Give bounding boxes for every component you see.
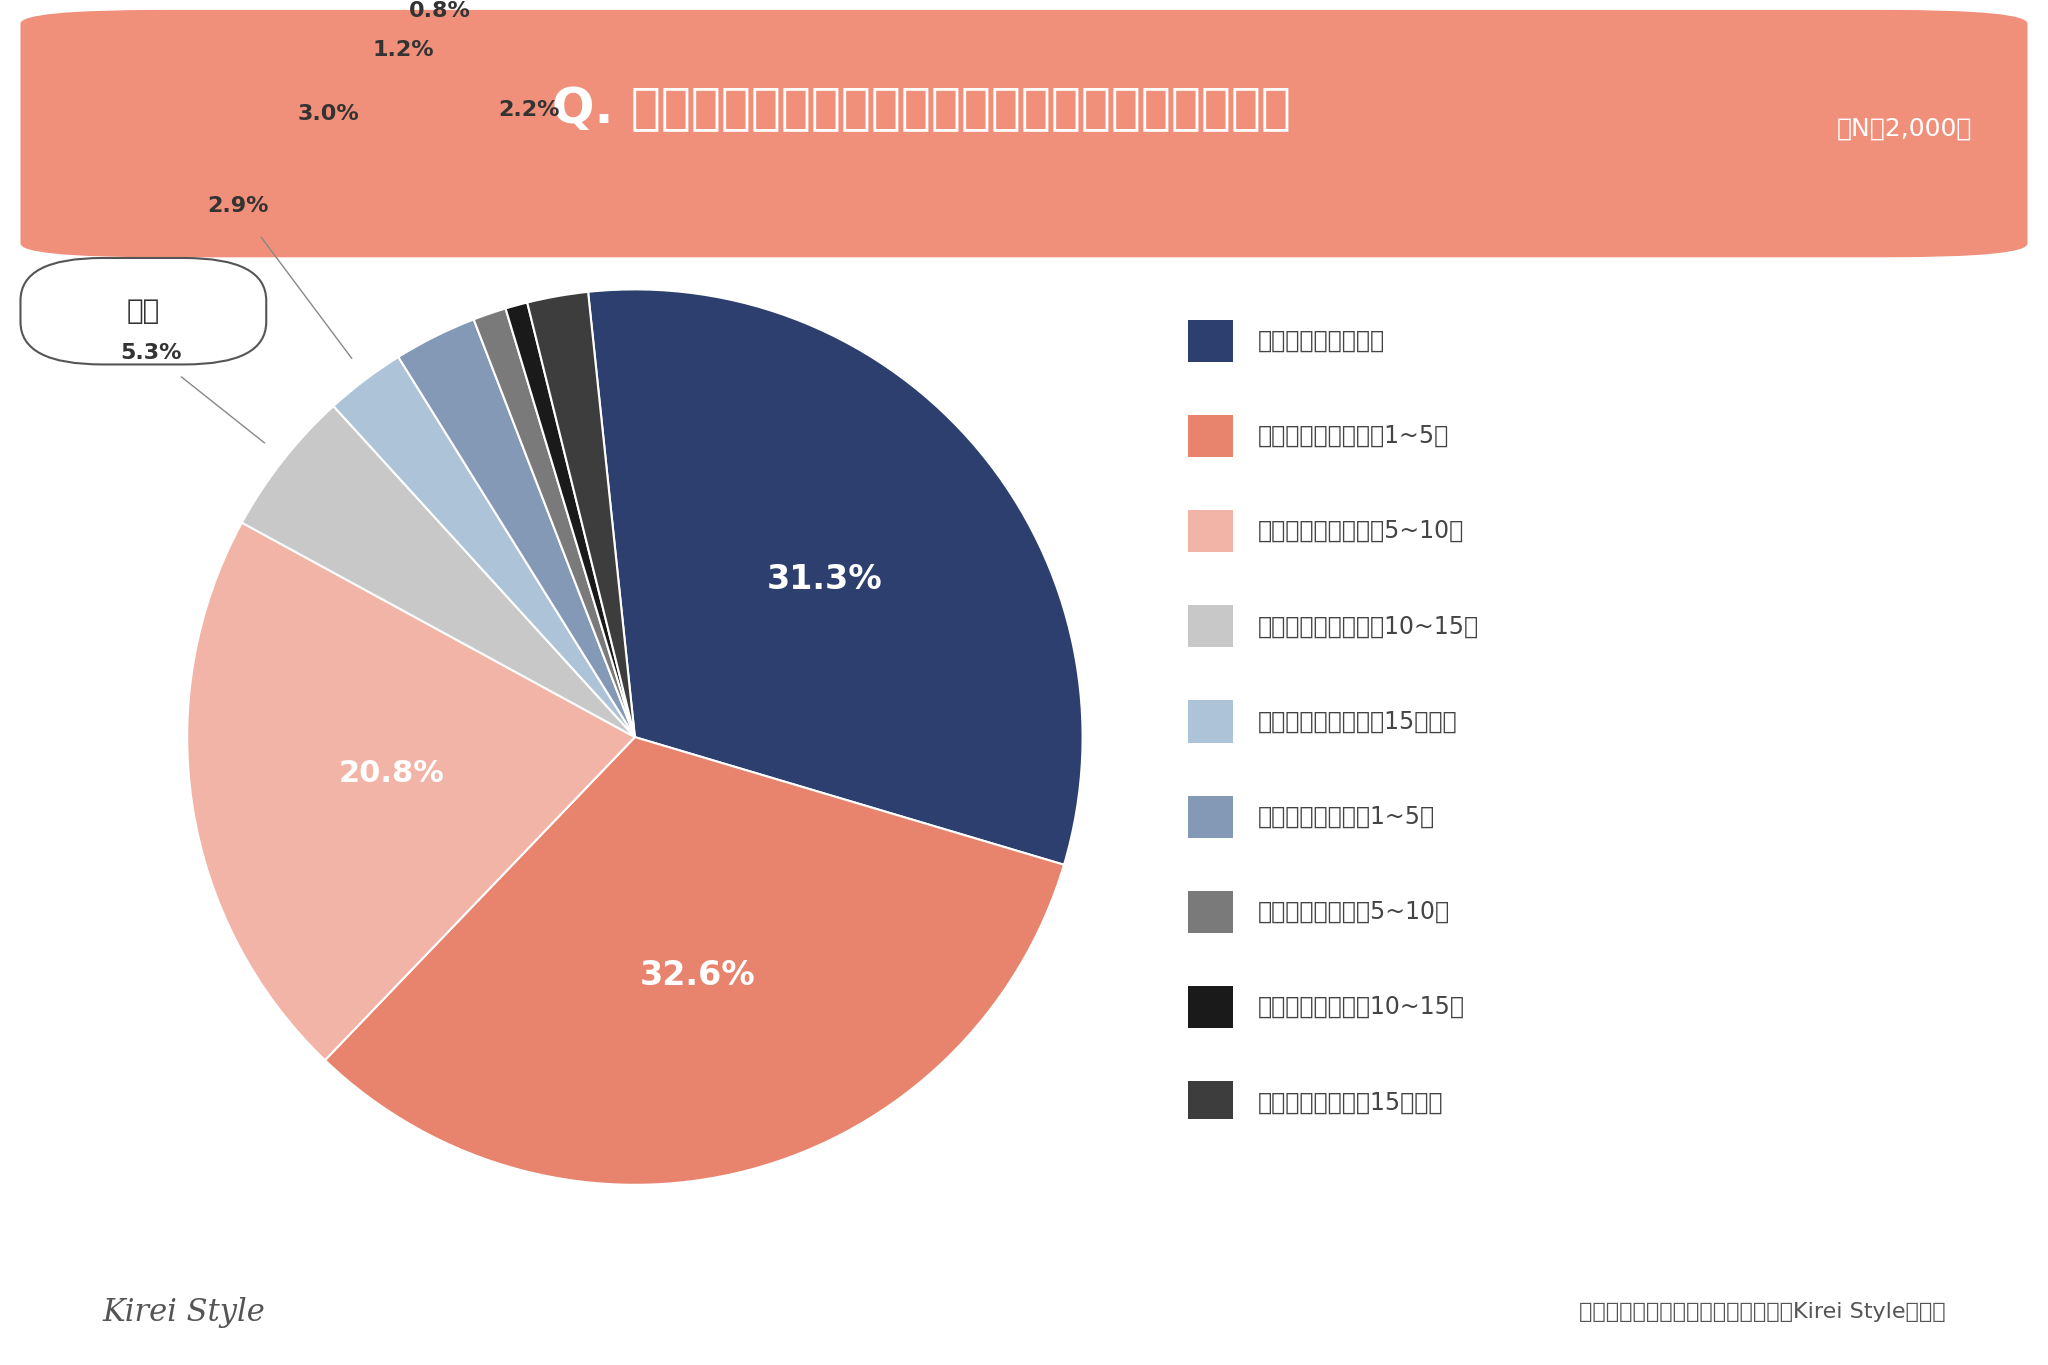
Bar [1188,319,1233,362]
Text: 2.2%: 2.2% [498,100,559,120]
FancyBboxPatch shape [20,10,2028,257]
Wedge shape [473,308,635,737]
Text: 実年齢よりプラス5~10歳: 実年齢よりプラス5~10歳 [1257,900,1450,924]
Text: 実年齢よりプラス10~15歳: 実年齢よりプラス10~15歳 [1257,995,1464,1020]
Text: 31.3%: 31.3% [766,564,883,597]
Wedge shape [506,303,635,737]
Text: 1.2%: 1.2% [373,40,434,60]
Bar [1188,415,1233,457]
Bar [1188,511,1233,553]
Text: 3.0%: 3.0% [299,104,360,124]
Bar [1188,605,1233,647]
Text: Kirei Style: Kirei Style [102,1297,264,1328]
Wedge shape [526,292,635,737]
Bar [1188,700,1233,743]
Text: （N：2,000）: （N：2,000） [1837,116,1972,141]
Text: 5.3%: 5.3% [121,343,182,363]
Wedge shape [397,319,635,737]
FancyBboxPatch shape [20,258,266,364]
Text: 2.9%: 2.9% [207,197,268,217]
Wedge shape [334,358,635,737]
Text: 実年齢よりプラス15歳以上: 実年齢よりプラス15歳以上 [1257,1091,1444,1114]
Bar [1188,891,1233,934]
Text: 実年齢よりマイナス15歳以上: 実年齢よりマイナス15歳以上 [1257,710,1456,733]
Text: 全体: 全体 [127,298,160,325]
Bar [1188,986,1233,1028]
Bar [1188,796,1233,838]
Wedge shape [326,737,1065,1185]
Text: 実年齢と同じくらい: 実年齢と同じくらい [1257,329,1384,352]
Wedge shape [588,289,1083,865]
Wedge shape [242,405,635,737]
Bar [1188,1081,1233,1123]
Text: 0.8%: 0.8% [410,0,471,20]
Wedge shape [186,523,635,1061]
Text: Q. 実年齢と比べ、何歳ぐらいに見られたいですか？: Q. 実年齢と比べ、何歳ぐらいに見られたいですか？ [553,85,1290,132]
Text: 実年齢よりマイナス5~10歳: 実年齢よりマイナス5~10歳 [1257,519,1464,543]
Text: 実年齢よりマイナス1~5歳: 実年齢よりマイナス1~5歳 [1257,425,1448,448]
Text: 20.8%: 20.8% [338,759,444,788]
Text: 実年齢よりプラス1~5歳: 実年齢よりプラス1~5歳 [1257,805,1434,829]
Text: 株式会社ビズキ　美容情報サイト『Kirei Style』調べ: 株式会社ビズキ 美容情報サイト『Kirei Style』調べ [1579,1302,1946,1323]
Text: 実年齢よりマイナス10~15歳: 実年齢よりマイナス10~15歳 [1257,614,1479,639]
Text: 32.6%: 32.6% [639,958,756,992]
